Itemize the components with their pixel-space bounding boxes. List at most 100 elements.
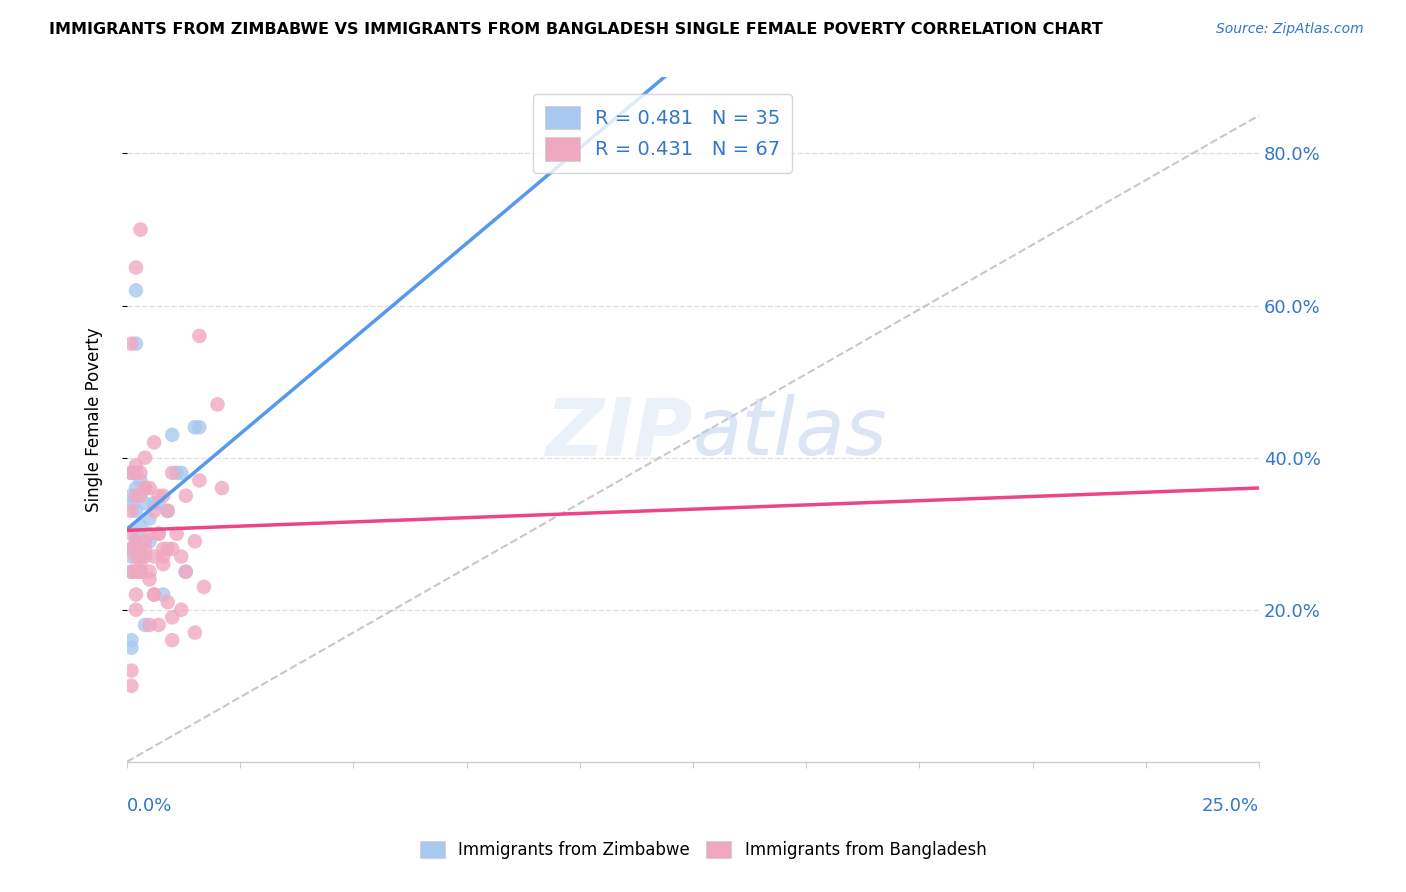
Legend: R = 0.481   N = 35, R = 0.431   N = 67: R = 0.481 N = 35, R = 0.431 N = 67 [533, 94, 792, 172]
Point [120, 549, 142, 564]
Point [138, 572, 160, 586]
Point [166, 466, 188, 480]
Point [125, 458, 148, 473]
Point [134, 618, 156, 632]
Point [211, 481, 233, 495]
Point [120, 565, 142, 579]
Point [156, 504, 179, 518]
Text: ZIP: ZIP [546, 394, 693, 473]
Point [129, 489, 152, 503]
Point [125, 549, 148, 564]
Point [184, 534, 207, 549]
Point [148, 526, 170, 541]
Legend: Immigrants from Zimbabwe, Immigrants from Bangladesh: Immigrants from Zimbabwe, Immigrants fro… [413, 834, 993, 866]
Point [125, 526, 148, 541]
Point [125, 534, 148, 549]
Point [152, 588, 174, 602]
Point [120, 633, 142, 648]
Point [188, 474, 211, 488]
Point [125, 534, 148, 549]
Point [120, 496, 142, 510]
Point [125, 588, 148, 602]
Point [129, 549, 152, 564]
Point [120, 504, 142, 518]
Point [120, 664, 142, 678]
Point [129, 549, 152, 564]
Point [156, 541, 179, 556]
Point [143, 496, 166, 510]
Point [193, 580, 215, 594]
Point [138, 481, 160, 495]
Point [156, 595, 179, 609]
Point [138, 565, 160, 579]
Text: 25.0%: 25.0% [1202, 797, 1258, 814]
Y-axis label: Single Female Poverty: Single Female Poverty [86, 327, 103, 512]
Point [120, 489, 142, 503]
Point [152, 549, 174, 564]
Point [120, 466, 142, 480]
Point [148, 496, 170, 510]
Point [170, 603, 193, 617]
Point [160, 541, 183, 556]
Point [125, 284, 148, 298]
Point [184, 420, 207, 434]
Point [143, 435, 166, 450]
Point [166, 526, 188, 541]
Point [143, 588, 166, 602]
Point [129, 557, 152, 571]
Point [125, 260, 148, 275]
Text: atlas: atlas [693, 394, 887, 473]
Point [160, 610, 183, 624]
Point [174, 565, 197, 579]
Point [120, 679, 142, 693]
Point [120, 466, 142, 480]
Point [125, 466, 148, 480]
Point [120, 466, 142, 480]
Point [134, 481, 156, 495]
Point [138, 511, 160, 525]
Point [138, 526, 160, 541]
Point [120, 336, 142, 351]
Point [170, 466, 193, 480]
Point [138, 618, 160, 632]
Point [134, 549, 156, 564]
Point [129, 541, 152, 556]
Point [143, 504, 166, 518]
Point [125, 565, 148, 579]
Point [134, 481, 156, 495]
Text: Source: ZipAtlas.com: Source: ZipAtlas.com [1216, 22, 1364, 37]
Text: IMMIGRANTS FROM ZIMBABWE VS IMMIGRANTS FROM BANGLADESH SINGLE FEMALE POVERTY COR: IMMIGRANTS FROM ZIMBABWE VS IMMIGRANTS F… [49, 22, 1102, 37]
Point [160, 633, 183, 648]
Point [125, 504, 148, 518]
Point [129, 565, 152, 579]
Point [152, 557, 174, 571]
Point [148, 489, 170, 503]
Point [134, 534, 156, 549]
Point [129, 466, 152, 480]
Point [120, 541, 142, 556]
Point [134, 450, 156, 465]
Point [120, 565, 142, 579]
Point [160, 427, 183, 442]
Point [148, 526, 170, 541]
Point [207, 397, 229, 411]
Point [188, 420, 211, 434]
Point [160, 466, 183, 480]
Point [125, 489, 148, 503]
Point [125, 603, 148, 617]
Point [174, 489, 197, 503]
Point [120, 640, 142, 655]
Point [188, 329, 211, 343]
Point [134, 481, 156, 495]
Text: 0.0%: 0.0% [127, 797, 173, 814]
Point [129, 519, 152, 533]
Point [125, 481, 148, 495]
Point [174, 565, 197, 579]
Point [120, 541, 142, 556]
Point [170, 549, 193, 564]
Point [129, 222, 152, 236]
Point [125, 541, 148, 556]
Point [138, 534, 160, 549]
Point [152, 489, 174, 503]
Point [143, 588, 166, 602]
